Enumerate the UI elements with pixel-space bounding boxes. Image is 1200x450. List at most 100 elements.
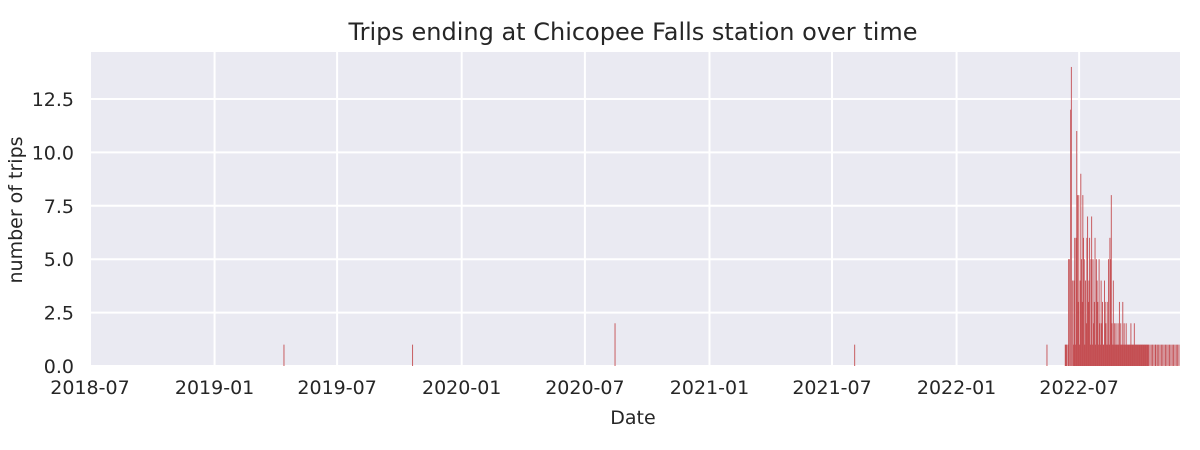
bar [1085,280,1087,366]
bar [1133,344,1135,366]
bar [1079,344,1080,366]
bar [1082,195,1084,366]
bar [1091,344,1093,366]
bar [1085,323,1087,366]
x-tick-label: 2021-07 [792,377,871,399]
bar [1148,344,1149,366]
bar [1072,344,1074,366]
bar [1087,301,1089,366]
x-tick-label: 2019-01 [175,377,254,399]
bar [1106,301,1108,366]
bar [1064,344,1066,366]
x-tick-label: 2021-01 [670,377,749,399]
bar [1135,344,1137,366]
bar [1106,344,1107,366]
bar [1108,344,1110,366]
bar [1175,344,1177,366]
bar [1144,344,1146,366]
bar [1121,344,1123,366]
y-tick-label: 7.5 [44,196,74,218]
bar [1112,344,1114,366]
bar [1119,344,1121,366]
bar [1143,344,1145,366]
x-tick-label: 2020-01 [422,377,501,399]
bar [1159,344,1161,366]
bar [1123,323,1125,366]
y-tick-label: 12.5 [32,89,74,111]
bar [1095,259,1097,366]
bar [1097,301,1099,366]
bar [1079,280,1081,366]
bar [854,344,856,366]
bar [1107,344,1109,366]
bar [1120,344,1122,366]
bar [1104,280,1105,366]
bar [1137,344,1139,366]
bar [1070,66,1072,366]
bar [1123,344,1124,366]
bar [1116,344,1118,366]
y-tick-labels: 0.0 2.5 5.0 7.5 10.0 12.5 [32,89,74,378]
bar [1133,323,1135,366]
bar [1117,323,1119,366]
bar [1074,344,1076,366]
bar [1130,323,1132,366]
bar [1112,280,1114,366]
bar [1146,344,1148,366]
bar [1080,173,1082,366]
bar [1081,259,1082,366]
bar [1081,301,1083,366]
bar [1089,344,1091,366]
bar [1158,344,1160,366]
bar [1136,344,1138,366]
bar [1089,237,1091,366]
bar [1076,195,1078,366]
y-axis-label: number of trips [5,136,27,283]
bar [1083,259,1085,366]
bar [1139,344,1141,366]
bar [1166,344,1168,366]
bar [1073,280,1075,366]
bar [1142,344,1144,366]
bar [1118,344,1120,366]
bar [1167,344,1169,366]
bar [1169,344,1170,366]
bar [1155,344,1157,366]
bar [1171,344,1173,366]
bar [1140,344,1142,366]
bar [1084,344,1086,366]
bar [1046,344,1048,366]
x-tick-label: 2019-07 [297,377,376,399]
bar [1122,301,1124,366]
bar [1098,259,1100,366]
bar [1129,344,1131,366]
bar [1114,323,1116,366]
bar [1160,344,1162,366]
bar [1120,323,1122,366]
bar [1083,237,1084,366]
bar [1152,344,1154,366]
bar [1132,344,1134,366]
bar [1177,344,1179,366]
bar [1162,344,1164,366]
bar [1114,344,1116,366]
bar [1090,259,1092,366]
bar [1087,216,1089,366]
bar [1110,259,1112,366]
bar [614,323,616,366]
bar [1125,344,1126,366]
bar [1097,344,1099,366]
bar [1074,237,1076,366]
bar [1101,323,1103,366]
bar [1150,344,1152,366]
bar [1111,323,1113,366]
bars [283,66,1180,367]
bar [1141,344,1143,366]
bar [1170,344,1172,366]
bar [1105,323,1107,366]
y-tick-label: 0.0 [44,356,74,378]
x-tick-label: 2020-07 [545,377,624,399]
bar [1113,344,1115,366]
bar [1144,344,1145,366]
